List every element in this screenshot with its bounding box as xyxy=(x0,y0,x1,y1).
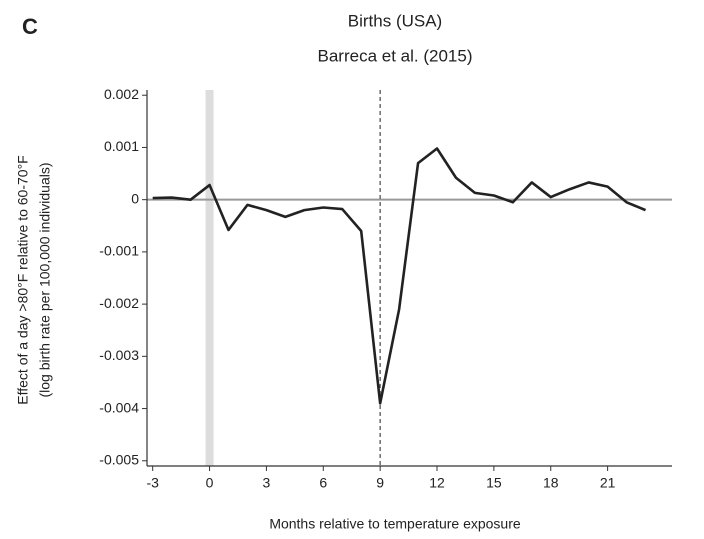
x-tick-label: 12 xyxy=(429,475,445,491)
x-tick-label: 18 xyxy=(543,475,559,491)
y-tick-label: 0.001 xyxy=(104,138,139,154)
x-tick-label: 0 xyxy=(206,475,214,491)
x-tick-label: -3 xyxy=(146,475,159,491)
x-tick-label: 15 xyxy=(486,475,502,491)
data-line xyxy=(152,147,647,405)
y-tick-label: -0.002 xyxy=(99,295,139,311)
y-tick-label: 0 xyxy=(131,190,139,206)
chart-subtitle: Barreca et al. (2015) xyxy=(318,46,473,65)
y-tick-label: -0.001 xyxy=(99,243,139,259)
x-tick-label: 3 xyxy=(263,475,271,491)
y-tick-label: -0.005 xyxy=(99,451,139,467)
x-tick-label: 21 xyxy=(600,475,616,491)
y-axis-label: (log birth rate per 100,000 individuals) xyxy=(37,162,53,397)
y-tick-label: -0.003 xyxy=(99,347,139,363)
chart-title: Births (USA) xyxy=(348,11,442,30)
y-tick-label: 0.002 xyxy=(104,86,139,102)
x-axis-label: Months relative to temperature exposure xyxy=(269,516,521,532)
shaded-band xyxy=(205,90,214,466)
y-tick-label: -0.004 xyxy=(99,399,139,415)
panel-label: C xyxy=(22,14,38,39)
x-tick-label: 6 xyxy=(319,475,327,491)
y-axis-label: Effect of a day >80°F relative to 60-70°… xyxy=(15,155,31,404)
x-tick-label: 9 xyxy=(376,475,384,491)
